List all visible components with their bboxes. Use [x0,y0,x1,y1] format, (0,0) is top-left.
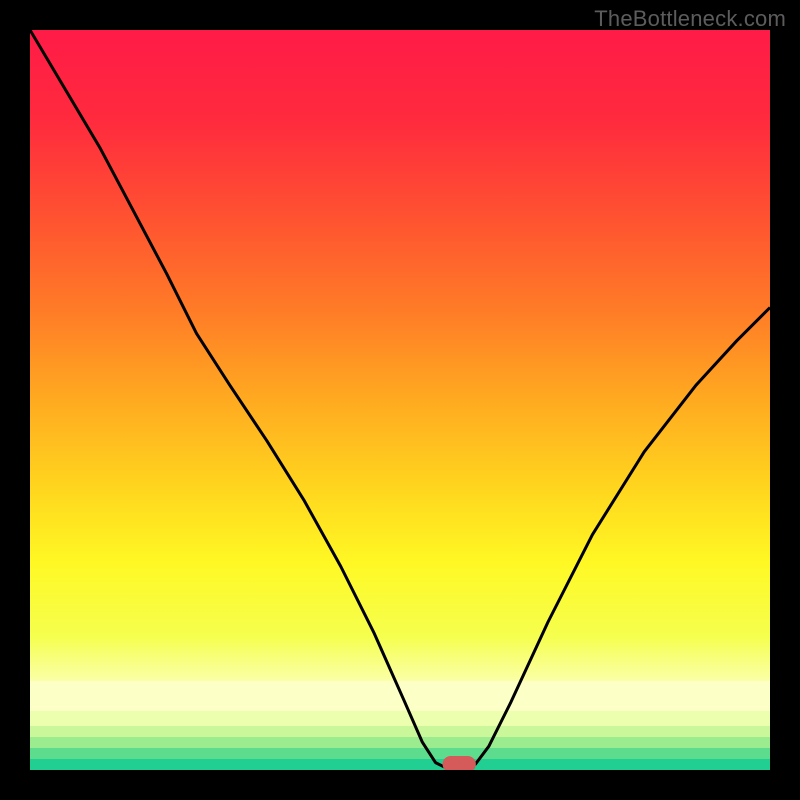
curve-layer [30,30,770,770]
bottleneck-curve [30,30,770,767]
plot-area [30,30,770,770]
optimal-point-marker [443,756,476,770]
watermark-text: TheBottleneck.com [594,6,786,32]
